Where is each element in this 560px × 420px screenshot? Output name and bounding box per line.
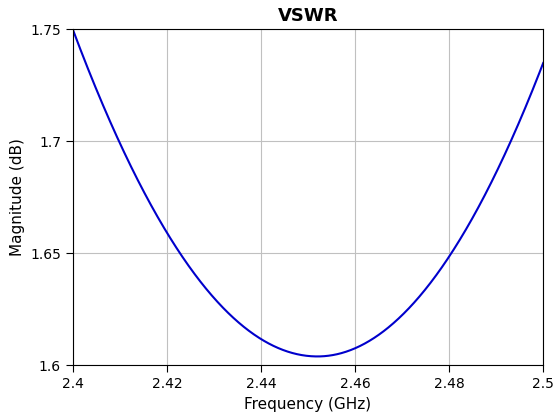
X-axis label: Frequency (GHz): Frequency (GHz) [244, 397, 372, 412]
Title: VSWR: VSWR [278, 7, 338, 25]
Y-axis label: Magnitude (dB): Magnitude (dB) [10, 139, 25, 256]
